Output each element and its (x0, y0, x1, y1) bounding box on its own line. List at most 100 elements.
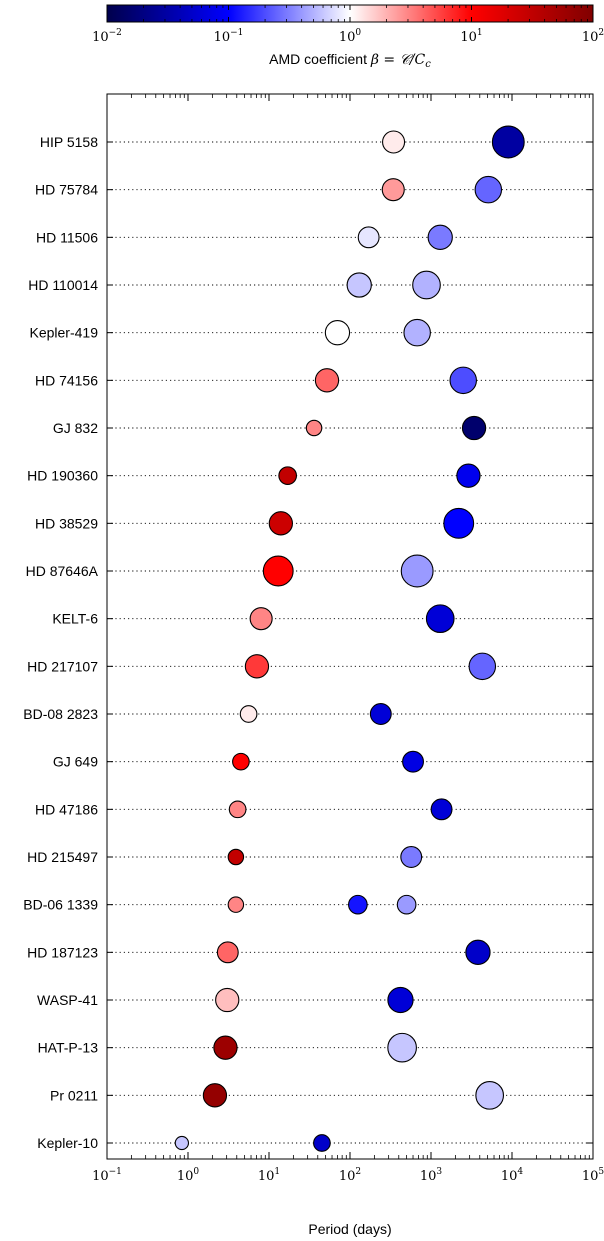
system-label: GJ 649 (53, 754, 98, 770)
system-labels: HIP 5158 HD 75784 HD 11506 HD 110014 Kepler-… (23, 134, 98, 1151)
system-label: HD 217107 (27, 658, 98, 674)
colorbar-label-sub: c (425, 59, 431, 70)
planet-point (461, 415, 487, 441)
system-label: HD 38529 (35, 515, 98, 531)
planet-point (347, 894, 368, 915)
x-tick-label-exp: 1 (274, 1167, 280, 1177)
system-label: Pr 0211 (50, 1087, 98, 1103)
planet-point (382, 130, 406, 154)
planet-point (465, 939, 491, 965)
x-tick-label: 100 (177, 1167, 200, 1184)
colorbar-tick-label: 10−1 (214, 28, 244, 45)
x-tick-label: 103 (420, 1167, 443, 1184)
colorbar-tick-label-exp: −1 (230, 28, 243, 38)
x-tick-label-exp: 3 (436, 1167, 442, 1177)
planet-point (456, 463, 481, 488)
planet-point (491, 125, 525, 159)
planet-point (387, 1032, 417, 1063)
planet-point (227, 896, 245, 913)
x-tick-label: 101 (258, 1167, 280, 1184)
planet-point (215, 987, 240, 1013)
planet-point (249, 607, 273, 631)
colorbar-tick-label: 101 (460, 28, 482, 45)
planet-point (400, 554, 434, 588)
colorbar-label: AMD coefficient β = 𝒞/Cc (269, 51, 431, 70)
planet-point (227, 848, 245, 866)
x-tick-label-base: 10 (339, 1169, 356, 1184)
x-tick-label-exp: 0 (193, 1167, 199, 1177)
colorbar-tick-label-base: 10 (214, 30, 231, 45)
planet-point (228, 800, 247, 819)
system-label: HAT-P-13 (38, 1040, 99, 1056)
planet-point (314, 368, 340, 393)
system-label: BD-06 1339 (23, 897, 98, 913)
colorbar-tick-label-exp: 1 (477, 28, 483, 38)
x-tick-labels: 10−1 100 101 102 103 104 105 (92, 1167, 604, 1184)
planet-point (239, 705, 258, 723)
colorbar-tick-label: 10−2 (92, 28, 122, 45)
planet-point (425, 604, 455, 634)
planet-point (387, 986, 414, 1014)
x-tick-label-base: 10 (177, 1169, 194, 1184)
system-label: HD 110014 (28, 277, 98, 293)
x-tick-label-exp: 5 (598, 1167, 604, 1177)
x-tick-label-exp: −1 (109, 1167, 122, 1177)
colorbar-tick-label-base: 10 (92, 30, 109, 45)
x-tick-label-base: 10 (420, 1169, 437, 1184)
data-points (174, 125, 525, 1152)
colorbar-tick-label-exp: 2 (598, 28, 604, 38)
colorbar-label-math: β = 𝒞/C (370, 52, 426, 68)
planet-point (430, 798, 453, 821)
system-label: Kepler-10 (37, 1135, 98, 1151)
system-label: KELT-6 (52, 611, 98, 627)
x-tick-label: 10−1 (92, 1167, 122, 1184)
x-tick-label-exp: 2 (355, 1167, 361, 1177)
colorbar-label-plain: AMD coefficient (269, 51, 371, 67)
planet-point (369, 703, 392, 725)
planet-point (468, 652, 497, 681)
x-tick-label: 105 (582, 1167, 604, 1184)
system-label: HD 74156 (35, 372, 98, 388)
system-label: HD 215497 (27, 849, 98, 865)
planet-point (174, 1135, 190, 1151)
colorbar-tick-label-base: 10 (460, 30, 477, 45)
colorbar-tick-label-exp: 0 (355, 28, 361, 38)
planet-point (202, 1083, 228, 1108)
planet-point (244, 654, 270, 679)
planet-point (357, 226, 380, 249)
system-label: BD-08 2823 (23, 706, 98, 722)
planet-point (443, 507, 475, 539)
colorbar-ticks: 10−2 10−1 100 101 102 (92, 5, 604, 45)
planet-point (262, 555, 294, 587)
x-tick-label: 102 (339, 1167, 361, 1184)
planet-point (403, 318, 431, 347)
planet-point (402, 750, 424, 773)
planet-point (324, 320, 351, 346)
x-tick-label-base: 10 (258, 1169, 275, 1184)
planet-point (475, 1080, 505, 1110)
planet-point (213, 1035, 238, 1060)
system-label: HD 47186 (35, 801, 98, 817)
system-label: HIP 5158 (40, 134, 98, 150)
colorbar-tick-label-exp: −2 (109, 28, 122, 38)
planet-point (381, 178, 405, 202)
system-label: WASP-41 (37, 992, 98, 1008)
x-tick-label-base: 10 (582, 1169, 599, 1184)
colorbar-tick-label: 102 (582, 28, 604, 45)
colorbar-tick-label-base: 10 (582, 30, 599, 45)
planet-point (474, 175, 503, 204)
planet-point (313, 1134, 331, 1152)
planet-point (400, 846, 423, 868)
x-axis-title: Period (days) (308, 1221, 391, 1237)
x-tick-label-base: 10 (92, 1169, 109, 1184)
x-tick-label: 104 (501, 1167, 524, 1184)
planet-point (278, 466, 298, 486)
planet-point (216, 941, 239, 964)
planet-point (346, 272, 372, 298)
grid-lines (107, 141, 593, 1144)
colorbar-tick-label: 100 (339, 28, 362, 45)
x-minor-ticks (106, 94, 594, 1159)
colorbar: 10−2 10−1 100 101 102 AMD coefficient β = 𝒞/… (92, 4, 604, 70)
system-label: HD 187123 (27, 944, 98, 960)
planet-point (412, 270, 441, 300)
